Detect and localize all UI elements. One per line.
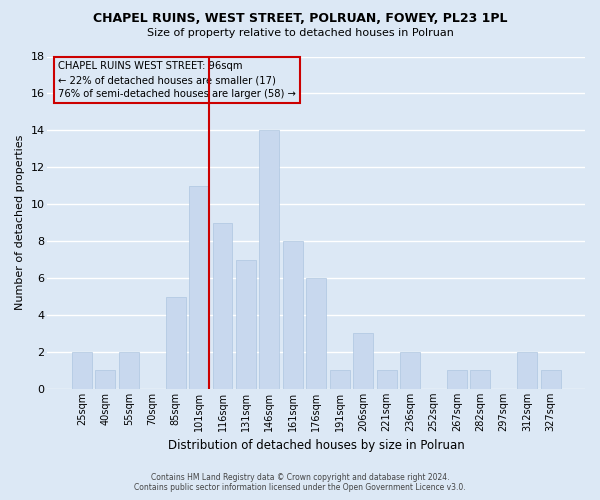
Bar: [306, 278, 326, 389]
Bar: [189, 186, 209, 389]
Bar: [119, 352, 139, 389]
X-axis label: Distribution of detached houses by size in Polruan: Distribution of detached houses by size …: [168, 440, 464, 452]
Bar: [353, 334, 373, 389]
Bar: [377, 370, 397, 389]
Bar: [447, 370, 467, 389]
Bar: [212, 222, 232, 389]
Bar: [517, 352, 537, 389]
Bar: [236, 260, 256, 389]
Bar: [541, 370, 560, 389]
Y-axis label: Number of detached properties: Number of detached properties: [15, 135, 25, 310]
Bar: [330, 370, 350, 389]
Bar: [470, 370, 490, 389]
Bar: [283, 241, 303, 389]
Bar: [400, 352, 420, 389]
Text: Size of property relative to detached houses in Polruan: Size of property relative to detached ho…: [146, 28, 454, 38]
Bar: [166, 296, 185, 389]
Text: Contains HM Land Registry data © Crown copyright and database right 2024.
Contai: Contains HM Land Registry data © Crown c…: [134, 473, 466, 492]
Bar: [259, 130, 280, 389]
Text: CHAPEL RUINS, WEST STREET, POLRUAN, FOWEY, PL23 1PL: CHAPEL RUINS, WEST STREET, POLRUAN, FOWE…: [93, 12, 507, 26]
Bar: [95, 370, 115, 389]
Bar: [72, 352, 92, 389]
Text: CHAPEL RUINS WEST STREET: 96sqm
← 22% of detached houses are smaller (17)
76% of: CHAPEL RUINS WEST STREET: 96sqm ← 22% of…: [58, 62, 296, 100]
